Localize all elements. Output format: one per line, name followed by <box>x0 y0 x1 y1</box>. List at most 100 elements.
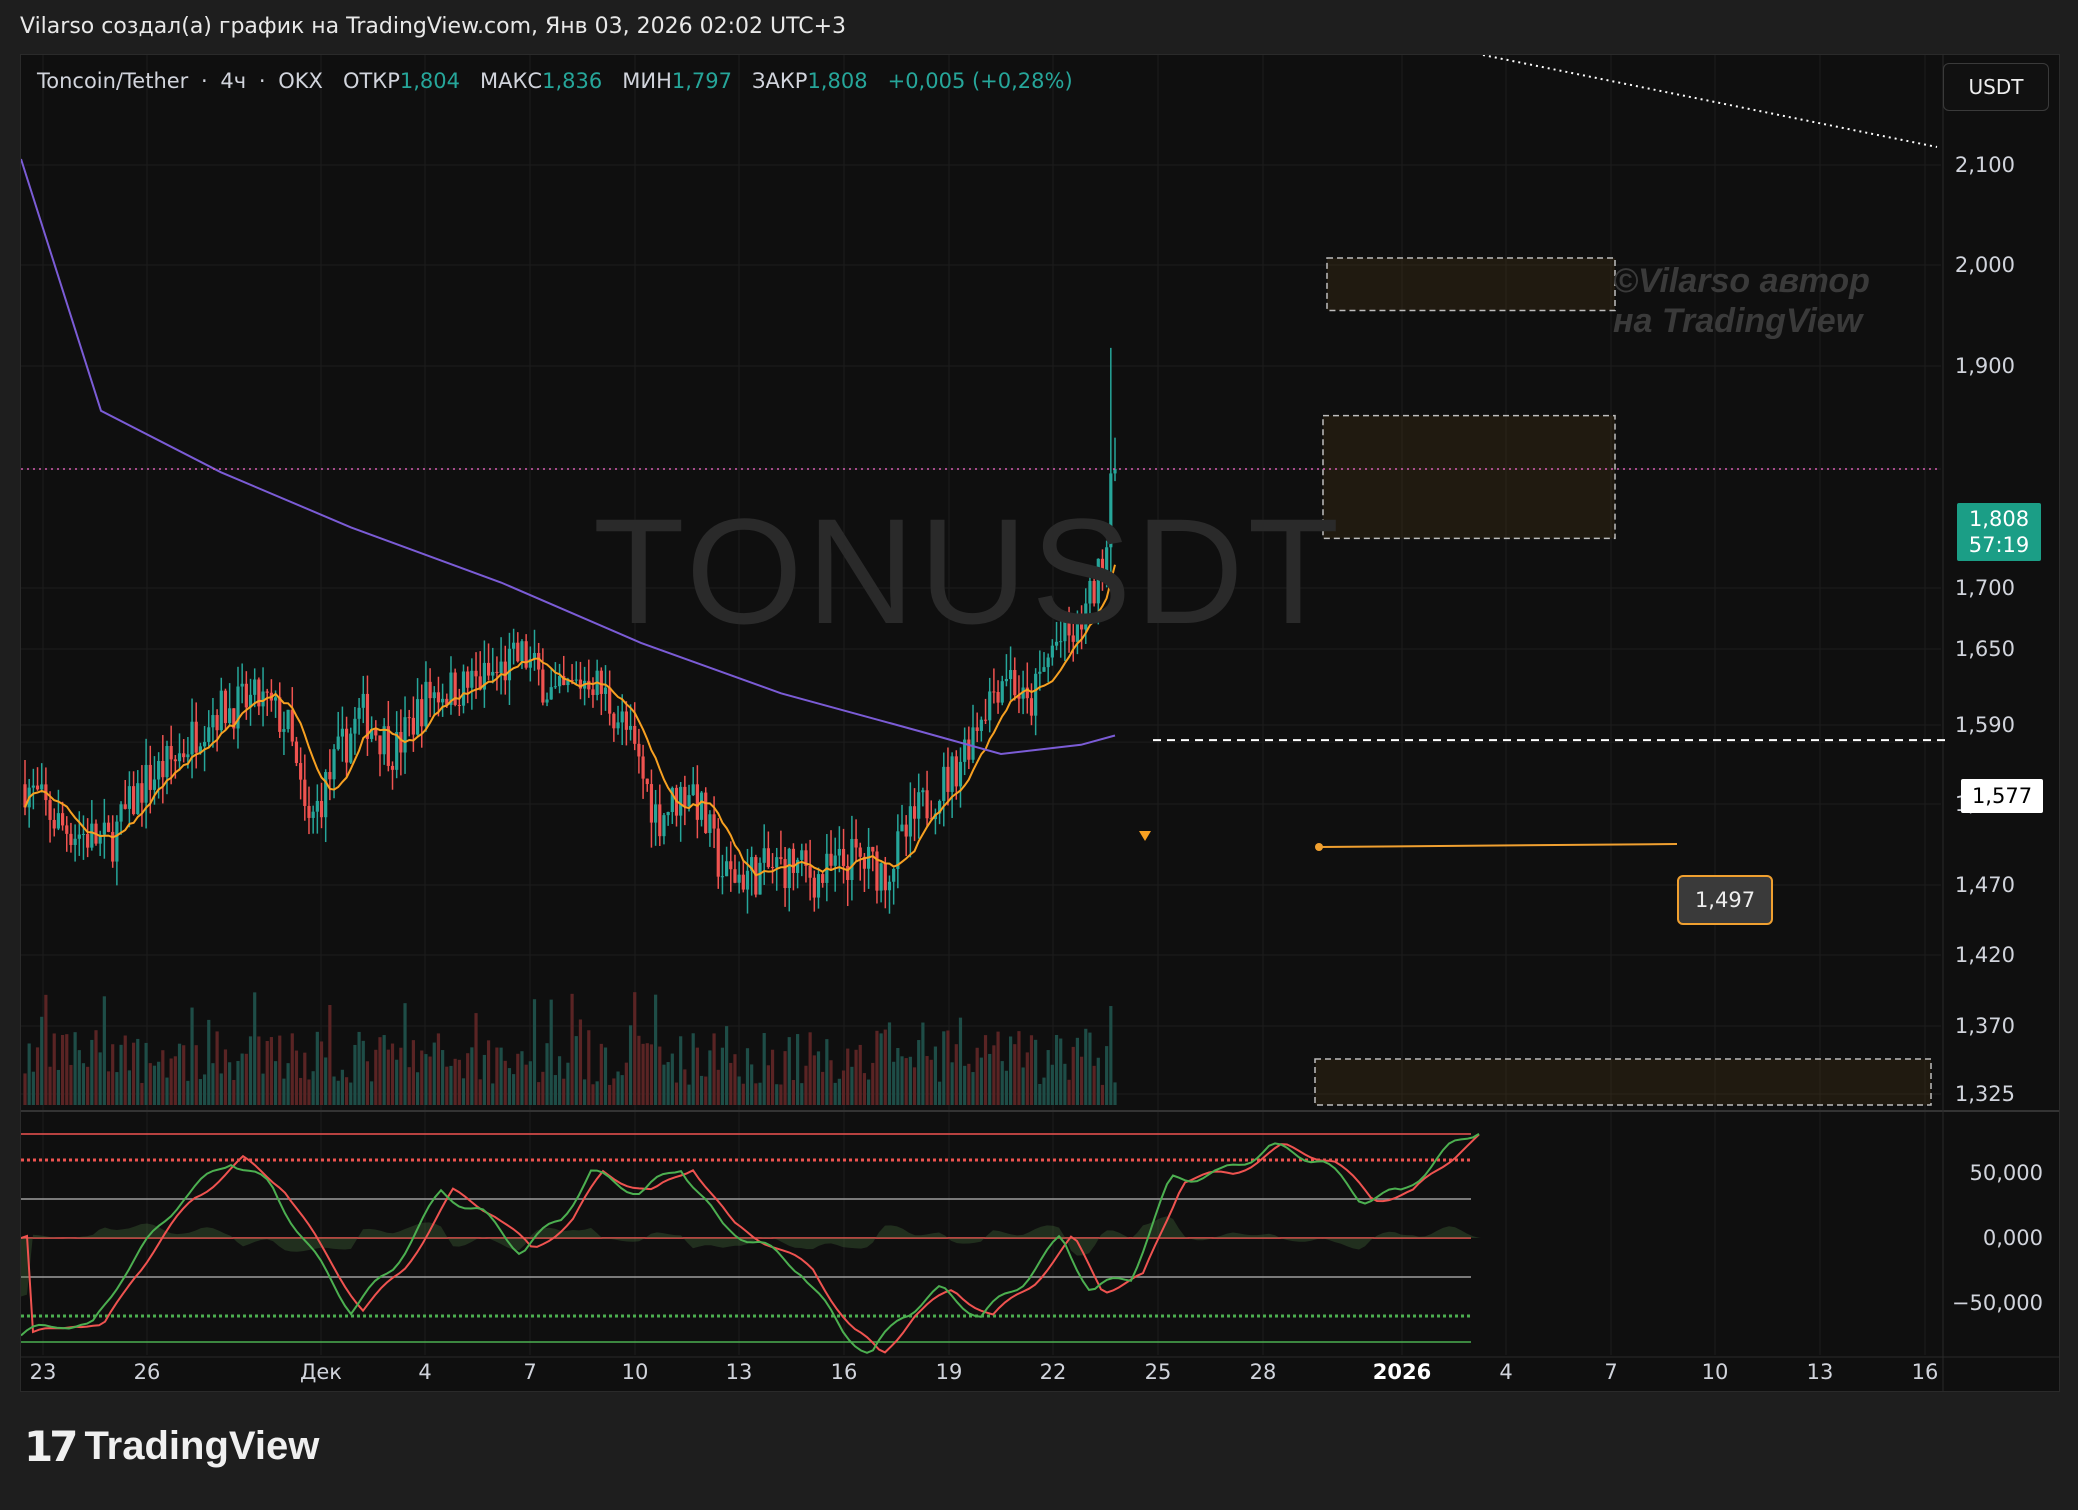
level-line-tag[interactable]: 1,577 <box>1961 779 2043 813</box>
volume-bar <box>958 1017 963 1105</box>
volume-bar <box>357 1031 361 1105</box>
candle-body <box>641 756 645 779</box>
candle-body <box>1046 657 1050 668</box>
volume-bar <box>942 1031 946 1105</box>
candle-body <box>1084 603 1088 630</box>
candle-body <box>81 833 86 835</box>
volume-bar <box>808 1032 812 1105</box>
volume-bar <box>917 1040 921 1105</box>
volume-bar <box>1025 1052 1029 1105</box>
volume-bar <box>937 1081 942 1105</box>
volume-bar <box>887 1022 892 1105</box>
candle-body <box>612 713 616 729</box>
price-tick-label: 1,650 <box>1955 637 2015 661</box>
volume-bar <box>370 1081 374 1105</box>
volume-bar <box>457 1059 461 1105</box>
candle-body <box>620 711 624 723</box>
price-chart[interactable]: 2,1002,0001,9001,7001,6501,5901,5301,470… <box>21 55 2059 1391</box>
volume-bar <box>1029 1035 1034 1105</box>
oscillator-signal-line <box>21 1133 1480 1354</box>
candle-body <box>399 731 403 753</box>
volume-bar <box>733 1054 737 1105</box>
candle-body <box>211 715 215 728</box>
candle-body <box>315 800 319 812</box>
volume-bar <box>716 1069 720 1105</box>
candle-body <box>240 683 244 687</box>
volume-bar <box>921 1022 925 1105</box>
volume-bar <box>988 1053 992 1105</box>
high-label: МАКС <box>480 69 543 93</box>
candle-body <box>624 711 628 730</box>
candle-body <box>90 823 94 848</box>
volume-bar <box>532 999 537 1105</box>
time-tick-label: 7 <box>523 1360 536 1384</box>
volume-bar <box>729 1062 733 1105</box>
time-tick-label: 25 <box>1145 1360 1172 1384</box>
candle-body <box>207 727 211 742</box>
volume-bar <box>411 1040 415 1105</box>
volume-bar <box>182 1045 186 1105</box>
volume-bar <box>1008 1036 1013 1105</box>
price-tick-label: 1,470 <box>1955 873 2015 897</box>
alert-tag[interactable]: 1,497 <box>1677 875 1773 925</box>
volume-bar <box>311 1071 315 1105</box>
candle-body <box>411 717 415 735</box>
candle-body <box>733 869 737 883</box>
volume-bar <box>574 1036 578 1105</box>
oscillator-tick-label: 0,000 <box>1983 1226 2043 1250</box>
candle-body <box>762 848 766 863</box>
candle-body <box>1079 613 1084 630</box>
volume-bar <box>841 1070 846 1105</box>
volume-bar <box>633 992 637 1105</box>
volume-bar <box>674 1082 679 1105</box>
candle-body <box>69 833 73 845</box>
candle-body <box>236 686 240 729</box>
candle-body <box>628 725 633 730</box>
candle-body <box>1034 673 1038 716</box>
volume-bar <box>854 1049 858 1105</box>
volume-bar <box>194 1045 198 1105</box>
candle-body <box>361 693 365 708</box>
candle-body <box>324 772 328 818</box>
supply-zone <box>1322 414 1616 540</box>
volume-bar <box>549 999 553 1105</box>
tradingview-logo[interactable]: 𝟭𝟳 TradingView <box>24 1422 319 1471</box>
volume-bar <box>223 1049 228 1105</box>
candle-body <box>378 735 382 755</box>
candle-body <box>695 784 699 820</box>
candle-body <box>557 675 562 687</box>
candle-body <box>858 847 862 857</box>
volume-bar <box>23 1073 27 1105</box>
volume-bar <box>399 1047 403 1105</box>
volume-bar <box>658 1046 662 1105</box>
volume-bar <box>858 1044 862 1105</box>
candle-body <box>332 749 336 780</box>
volume-bar <box>883 1029 887 1105</box>
volume-bar <box>971 1072 975 1105</box>
volume-bar <box>123 1035 127 1105</box>
volume-bar <box>541 1071 545 1105</box>
legend-interval[interactable]: 4ч <box>220 69 247 93</box>
candle-body <box>704 792 708 833</box>
candle-body <box>466 671 470 688</box>
candle-body <box>954 756 958 787</box>
legend-pair[interactable]: Toncoin/Tether <box>37 69 189 93</box>
candle-body <box>645 778 649 785</box>
legend-exchange[interactable]: OKX <box>278 69 323 93</box>
candle-body <box>666 812 670 816</box>
chart-caption: Vilarso создал(а) график на TradingView.… <box>20 14 847 39</box>
volume-bar <box>73 1032 77 1105</box>
currency-button[interactable]: USDT <box>1943 63 2049 111</box>
chart-area[interactable]: 2,1002,0001,9001,7001,6501,5901,5301,470… <box>20 54 2060 1392</box>
candle-body <box>491 671 495 676</box>
volume-bar <box>1109 1006 1113 1105</box>
candle-body <box>616 722 620 729</box>
volume-bar <box>796 1034 800 1105</box>
volume-bar <box>846 1048 850 1105</box>
volume-bar <box>816 1051 821 1105</box>
candle-body <box>892 868 896 882</box>
time-tick-label: 4 <box>1499 1360 1512 1384</box>
volume-bar <box>662 1064 666 1105</box>
volume-bar <box>349 1082 353 1105</box>
candle-body <box>1013 670 1017 696</box>
